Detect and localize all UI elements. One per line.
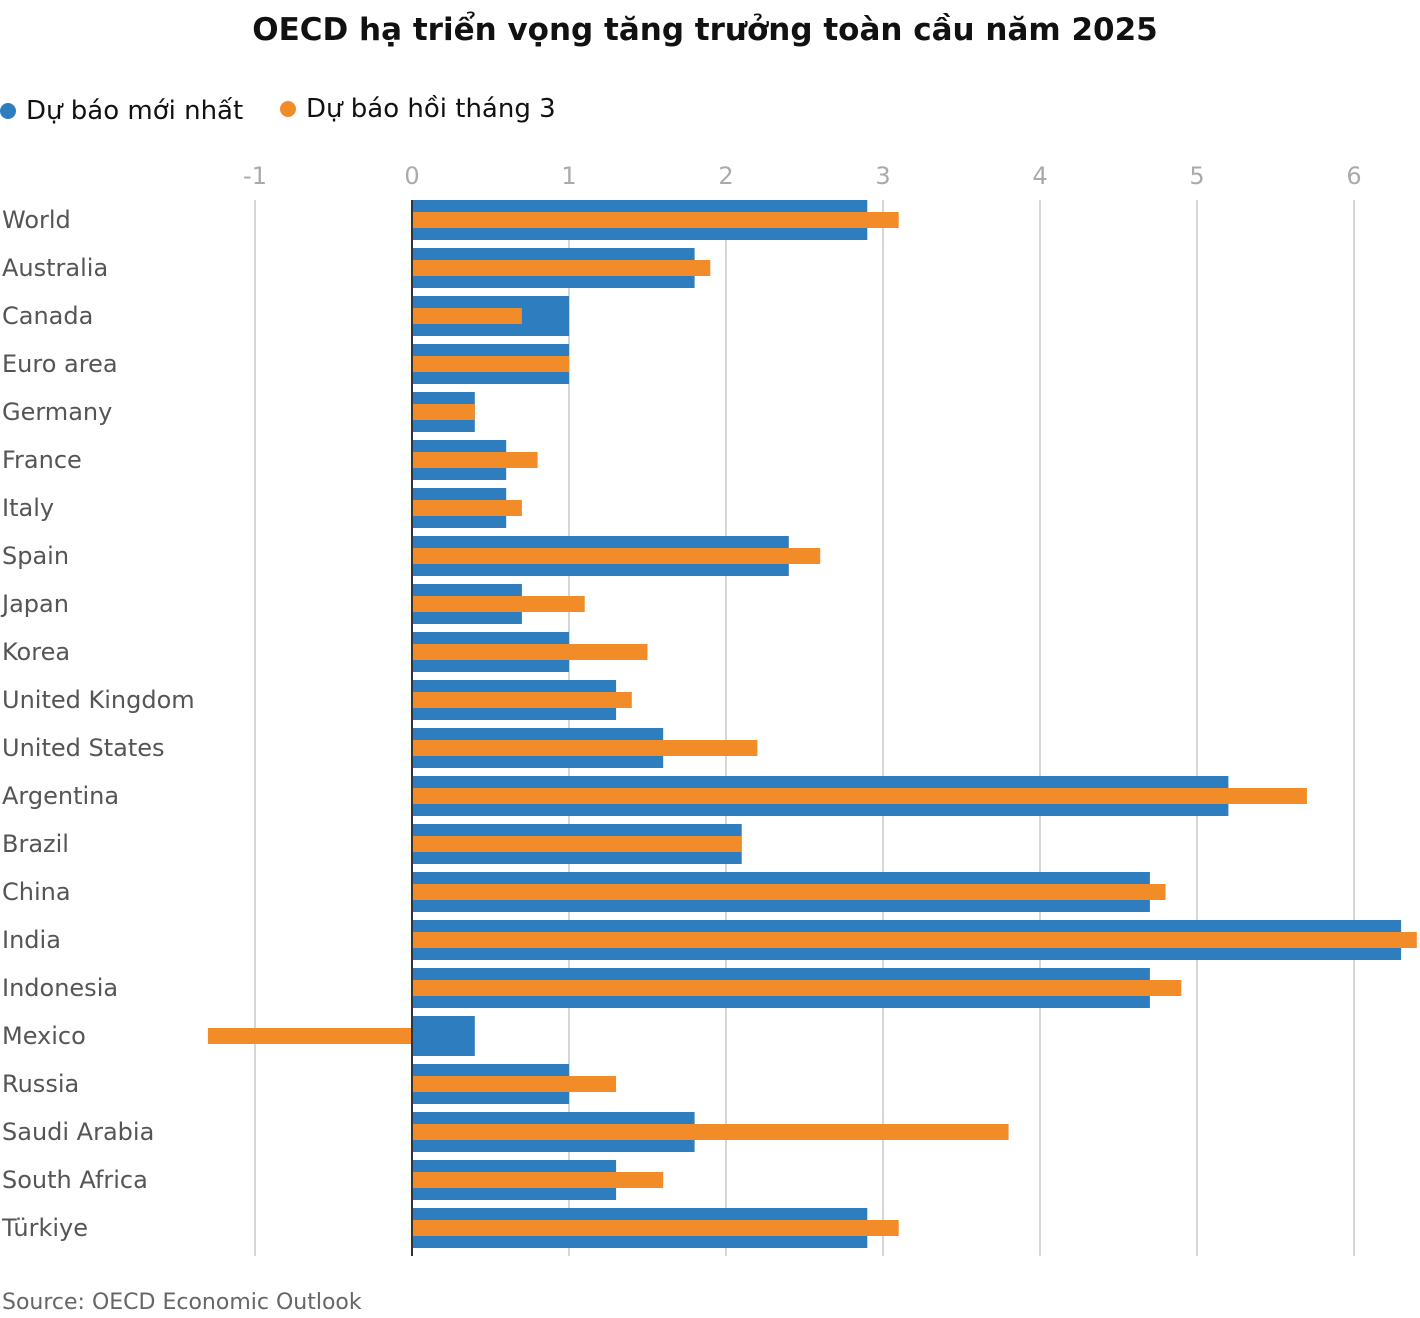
category-label: Euro area [2, 350, 118, 378]
category-label: World [2, 206, 71, 234]
bar-march [412, 452, 538, 468]
x-tick-label: 2 [718, 162, 733, 190]
category-label: India [2, 926, 61, 954]
category-label: United States [2, 734, 165, 762]
legend-label: Dự báo mới nhất [26, 96, 244, 126]
category-label: Japan [0, 590, 69, 618]
x-tick-label: 5 [1189, 162, 1204, 190]
category-label: United Kingdom [2, 686, 195, 714]
category-label: Italy [2, 494, 54, 522]
bar-march [412, 1124, 1009, 1140]
bar-march [412, 644, 648, 660]
bar-march [412, 596, 585, 612]
bar-march [412, 308, 522, 324]
x-tick-label: 4 [1032, 162, 1047, 190]
bar-latest [412, 1016, 475, 1056]
category-label: Russia [2, 1070, 79, 1098]
chart-title: OECD hạ triển vọng tăng trưởng toàn cầu … [252, 12, 1158, 48]
category-label: Brazil [2, 830, 69, 858]
bar-march [412, 260, 711, 276]
bar-march [412, 1076, 617, 1092]
bar-march [412, 212, 899, 228]
bar-march [207, 1028, 412, 1044]
x-tick-label: 6 [1346, 162, 1361, 190]
bar-march [412, 836, 742, 852]
category-label: South Africa [2, 1166, 148, 1194]
category-label: Indonesia [2, 974, 118, 1002]
legend-dot-icon [0, 103, 16, 119]
category-label: Argentina [2, 782, 119, 810]
bar-march [412, 884, 1166, 900]
bar-march [412, 404, 475, 420]
legend-item-latest: Dự báo mới nhất [0, 96, 243, 126]
x-tick-label: -1 [243, 162, 267, 190]
bar-march [412, 500, 522, 516]
bar-march [412, 692, 632, 708]
x-tick-label: 0 [404, 162, 419, 190]
category-label: Spain [2, 542, 69, 570]
category-label: Korea [2, 638, 70, 666]
source-note: Source: OECD Economic Outlook [2, 1290, 362, 1315]
bar-march [412, 788, 1307, 804]
category-label: Canada [2, 302, 93, 330]
bar-march [412, 1220, 899, 1236]
category-label: China [2, 878, 71, 906]
bar-march [412, 1172, 664, 1188]
category-label: France [2, 446, 82, 474]
legend-item-march: Dự báo hồi tháng 3 [280, 94, 556, 124]
category-label: Mexico [2, 1022, 86, 1050]
bar-march [412, 548, 821, 564]
category-label: Australia [2, 254, 108, 282]
bar-march [412, 980, 1182, 996]
category-label: Germany [2, 398, 112, 426]
legend-dot-icon [280, 101, 296, 117]
bar-march [412, 932, 1417, 948]
legend-label: Dự báo hồi tháng 3 [306, 94, 556, 124]
x-tick-label: 1 [561, 162, 576, 190]
bar-march [412, 740, 758, 756]
x-tick-label: 3 [875, 162, 890, 190]
bar-march [412, 356, 569, 372]
category-label: Saudi Arabia [2, 1118, 154, 1146]
category-label: Türkiye [1, 1214, 88, 1242]
